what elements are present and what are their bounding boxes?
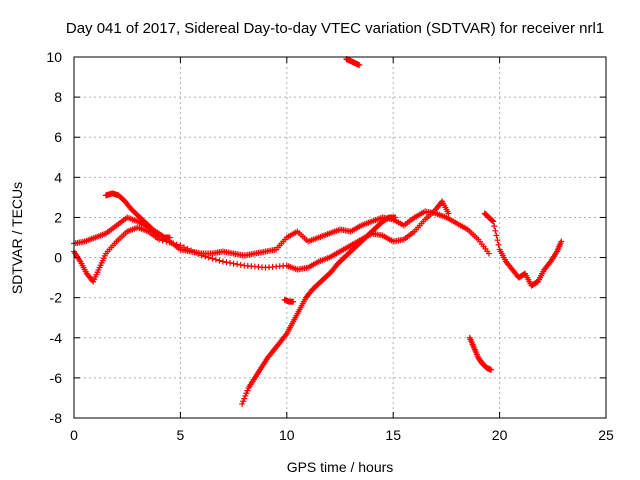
data-point xyxy=(191,249,198,256)
data-point xyxy=(234,261,241,268)
series-upper-arc xyxy=(102,190,173,241)
data-point xyxy=(488,366,495,373)
series-top-cluster xyxy=(343,56,363,69)
y-axis-label: SDTVAR / TECUs xyxy=(9,182,25,294)
data-point xyxy=(216,257,223,264)
x-tick-label: 20 xyxy=(492,427,508,443)
y-tick-label: -8 xyxy=(50,410,63,426)
y-tick-label: 2 xyxy=(54,209,62,225)
data-point xyxy=(493,232,500,239)
data-point xyxy=(212,256,219,263)
axis-ticks: 0 5 10 15 20 25 -8 -6 -4 -2 0 2 4 6 8 10 xyxy=(46,49,614,443)
plot-frame xyxy=(73,56,607,419)
data-point xyxy=(180,244,187,251)
x-tick-label: 15 xyxy=(385,427,401,443)
data-point xyxy=(184,245,191,252)
data-point xyxy=(392,214,399,221)
y-tick-label: 0 xyxy=(54,250,62,266)
data-point xyxy=(240,398,247,405)
data-point xyxy=(491,223,498,230)
y-tick-label: -4 xyxy=(50,330,63,346)
y-tick-label: 8 xyxy=(54,89,62,105)
x-tick-label: 5 xyxy=(177,427,185,443)
data-point xyxy=(177,242,184,249)
data-point xyxy=(188,247,195,254)
grid xyxy=(74,57,606,418)
data-point xyxy=(243,390,250,397)
data-point xyxy=(282,332,289,339)
data-points xyxy=(71,56,565,407)
data-point xyxy=(166,239,173,246)
data-point xyxy=(219,258,226,265)
series-late-cluster xyxy=(481,210,565,289)
data-point xyxy=(242,392,249,399)
data-point xyxy=(227,259,234,266)
data-point xyxy=(237,261,244,268)
data-point xyxy=(490,218,497,225)
data-point xyxy=(445,210,452,217)
x-tick-label: 10 xyxy=(279,427,295,443)
y-tick-label: 4 xyxy=(54,169,62,185)
x-tick-label: 25 xyxy=(598,427,614,443)
data-point xyxy=(223,259,230,266)
series-lower-band xyxy=(71,198,452,285)
data-point xyxy=(239,400,246,407)
data-point xyxy=(209,255,216,262)
y-tick-label: 6 xyxy=(54,129,62,145)
y-tick-label: 10 xyxy=(46,49,62,65)
data-point xyxy=(170,240,177,247)
data-point xyxy=(198,252,205,259)
chart-title: Day 041 of 2017, Sidereal Day-to-day VTE… xyxy=(66,20,604,37)
series-rising-track xyxy=(239,214,399,407)
data-point xyxy=(166,234,173,241)
data-point xyxy=(485,250,492,257)
data-point xyxy=(202,253,209,260)
data-point xyxy=(205,254,212,261)
data-point xyxy=(290,298,297,305)
data-point xyxy=(492,227,499,234)
data-point xyxy=(241,395,248,402)
x-tick-label: 0 xyxy=(70,427,78,443)
data-point xyxy=(489,217,496,224)
data-point xyxy=(495,241,502,248)
data-point xyxy=(195,250,202,257)
data-point xyxy=(244,387,251,394)
series-descending-cluster xyxy=(466,334,495,373)
data-point xyxy=(230,260,237,267)
series-short-segment--2 xyxy=(281,296,297,305)
data-point xyxy=(546,259,553,266)
y-tick-label: -2 xyxy=(50,290,63,306)
data-point xyxy=(558,238,565,245)
data-point xyxy=(356,62,363,69)
y-tick-label: -6 xyxy=(50,370,63,386)
data-point xyxy=(173,241,180,248)
data-point xyxy=(494,237,501,244)
x-axis-label: GPS time / hours xyxy=(287,459,394,475)
